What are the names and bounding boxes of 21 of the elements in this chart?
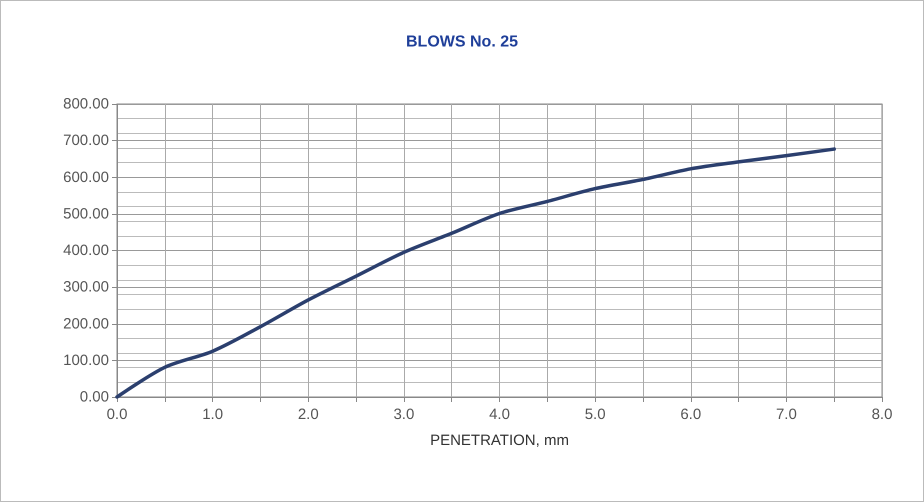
x-tick-label: 4.0 <box>489 406 510 423</box>
y-tick-label: 100.00 <box>63 352 109 369</box>
y-tick-label: 600.00 <box>63 168 109 186</box>
x-tick-label: 6.0 <box>680 406 702 423</box>
x-tick-label: 8.0 <box>872 406 892 423</box>
x-tick-label: 1.0 <box>202 406 224 423</box>
y-tick-label: 300.00 <box>63 278 109 296</box>
y-tick-label: 400.00 <box>63 242 109 259</box>
x-tick-label: 5.0 <box>584 406 606 423</box>
y-tick-label: 800.00 <box>63 96 109 112</box>
chart-title: BLOWS No. 25 <box>406 34 518 50</box>
y-tick-label: 200.00 <box>63 315 109 332</box>
x-tick-label: 3.0 <box>393 406 414 423</box>
y-tick-label: 0.00 <box>80 388 109 406</box>
y-tick-label: 500.00 <box>63 205 109 222</box>
y-tick-label: 700.00 <box>63 132 109 150</box>
x-tick-label: 7.0 <box>776 406 797 423</box>
line-series <box>115 147 836 399</box>
x-tick-label: 0.0 <box>106 406 128 423</box>
x-tick-label: 2.0 <box>298 406 319 423</box>
x-axis-title: PENETRATION, mm <box>430 432 569 449</box>
